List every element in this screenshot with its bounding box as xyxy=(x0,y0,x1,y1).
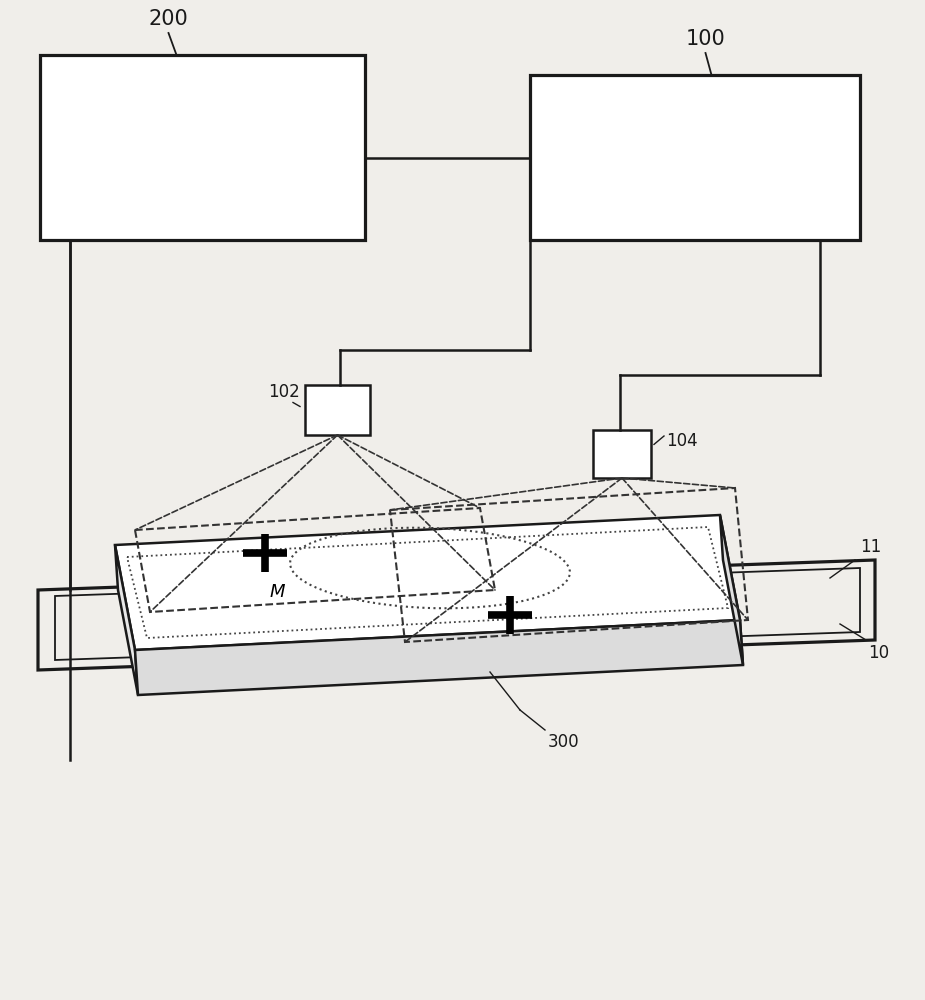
Polygon shape xyxy=(115,545,138,695)
Text: 11: 11 xyxy=(860,538,882,556)
Text: 200: 200 xyxy=(149,9,189,29)
Polygon shape xyxy=(115,515,740,650)
Text: 104: 104 xyxy=(666,432,697,450)
Polygon shape xyxy=(720,515,743,665)
Text: 10: 10 xyxy=(868,644,889,662)
Bar xyxy=(593,430,651,478)
Text: M: M xyxy=(270,583,286,601)
Bar xyxy=(40,55,365,240)
Text: 102: 102 xyxy=(268,383,300,401)
Polygon shape xyxy=(135,620,743,695)
Text: 300: 300 xyxy=(548,733,580,751)
Bar xyxy=(530,75,860,240)
Bar xyxy=(305,385,370,435)
Text: 100: 100 xyxy=(685,29,725,49)
